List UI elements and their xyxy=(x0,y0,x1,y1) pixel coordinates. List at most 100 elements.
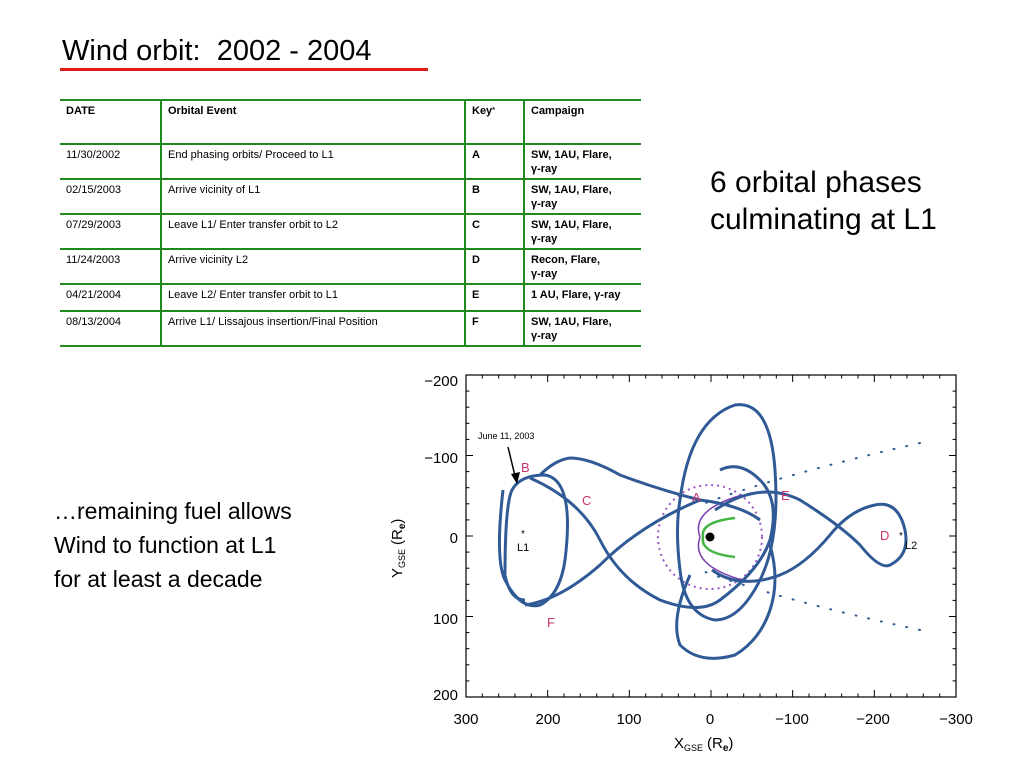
fuel-text-line2: Wind to function at L1 xyxy=(54,532,277,558)
y-tick-label: −100 xyxy=(424,450,458,467)
x-axis-label: XGSE (Re) xyxy=(674,735,733,754)
return-f xyxy=(524,498,701,607)
y-axis-label: YGSE (Re) xyxy=(389,519,408,578)
table-header-row: DATE Orbital Event Key* Campaign xyxy=(60,99,641,145)
row-key: B xyxy=(464,178,524,215)
table-row: 02/15/2003 Arrive vicinity of L1 B SW, 1… xyxy=(60,178,641,215)
header-key-superscript: * xyxy=(492,107,495,114)
row-campaign-line1: SW, 1AU, Flare, xyxy=(531,184,612,196)
row-event: Leave L2/ Enter transfer orbit to L1 xyxy=(160,283,465,312)
row-campaign-line1: SW, 1AU, Flare, xyxy=(531,149,612,161)
label-c: C xyxy=(582,493,591,508)
x-tick-label: −100 xyxy=(775,711,809,728)
lunar-orbit-circle xyxy=(657,484,763,590)
row-date: 11/24/2003 xyxy=(60,248,161,285)
row-campaign: SW, 1AU, Flare, γ-ray xyxy=(523,213,641,250)
table-row: 07/29/2003 Leave L1/ Enter transfer orbi… xyxy=(60,213,641,250)
y-axis-label-unit: (R xyxy=(389,529,406,545)
row-campaign: SW, 1AU, Flare, γ-ray xyxy=(523,178,641,215)
header-key-label: Key xyxy=(472,105,493,117)
label-e: E xyxy=(781,488,790,503)
label-a: A xyxy=(692,490,701,505)
phase-labels: B C A E D F xyxy=(521,460,889,630)
x-axis-label-unit: (R xyxy=(707,735,723,752)
table-row: 08/13/2004 Arrive L1/ Lissajous insertio… xyxy=(60,310,641,347)
row-campaign-line2: γ-ray xyxy=(531,163,558,175)
row-campaign: 1 AU, Flare, γ-ray xyxy=(523,283,641,312)
row-key: F xyxy=(464,310,524,347)
row-date: 02/15/2003 xyxy=(60,178,161,215)
row-key: D xyxy=(464,248,524,285)
fuel-text: …remaining fuel allows Wind to function a… xyxy=(54,494,292,596)
x-tick-label: −200 xyxy=(856,711,890,728)
wind-orbit-plot: June 11, 2003 B C A E D F * L1 * L2 −200… xyxy=(389,373,973,754)
y-axis-label-main: Y xyxy=(389,568,406,578)
row-event: Leave L1/ Enter transfer orbit to L2 xyxy=(160,213,465,250)
row-event: Arrive vicinity L2 xyxy=(160,248,465,285)
row-campaign-line1: 1 AU, Flare, γ-ray xyxy=(531,289,621,301)
table-row: 11/30/2002 End phasing orbits/ Proceed t… xyxy=(60,143,641,180)
annotation-date: June 11, 2003 xyxy=(478,431,534,441)
row-date: 11/30/2002 xyxy=(60,143,161,180)
label-b: B xyxy=(521,460,530,475)
orbital-events-table: DATE Orbital Event Key* Campaign 11/30/2… xyxy=(60,99,641,347)
bow-boundary xyxy=(697,494,743,581)
label-f: F xyxy=(547,615,555,630)
y-tick-label: −200 xyxy=(424,373,458,390)
y-tick-label: 100 xyxy=(433,611,458,628)
row-campaign: Recon, Flare, γ-ray xyxy=(523,248,641,285)
row-event: Arrive L1/ Lissajous insertion/Final Pos… xyxy=(160,310,465,347)
x-tick-label: 300 xyxy=(453,711,478,728)
title-underline xyxy=(60,68,428,71)
l1-marker: * xyxy=(521,529,525,540)
x-axis-label-close: ) xyxy=(728,735,733,752)
l2-marker: * xyxy=(899,531,903,542)
row-date: 08/13/2004 xyxy=(60,310,161,347)
y-axis-label-close: ) xyxy=(389,519,406,524)
transfer-loop-1 xyxy=(529,465,775,609)
table-row: 11/24/2003 Arrive vicinity L2 D Recon, F… xyxy=(60,248,641,285)
phases-text: 6 orbital phases culminating at L1 xyxy=(710,164,937,238)
x-tick-label: 100 xyxy=(616,711,641,728)
y-axis-label-unit-sub: e xyxy=(397,523,408,529)
row-date: 04/21/2004 xyxy=(60,283,161,312)
bow-shock-upper xyxy=(699,442,921,506)
x-tick-label: −300 xyxy=(939,711,973,728)
row-campaign-line1: SW, 1AU, Flare, xyxy=(531,316,612,328)
row-campaign-line1: Recon, Flare, xyxy=(531,254,601,266)
slide-title: Wind orbit: 2002 - 2004 xyxy=(62,35,372,67)
row-key: A xyxy=(464,143,524,180)
wind-trajectory xyxy=(497,403,908,660)
l1-label: L1 xyxy=(517,542,529,554)
table-row: 04/21/2004 Leave L2/ Enter transfer orbi… xyxy=(60,283,641,312)
row-event: Arrive vicinity of L1 xyxy=(160,178,465,215)
x-axis-label-main: X xyxy=(674,735,684,752)
row-campaign: SW, 1AU, Flare, γ-ray xyxy=(523,143,641,180)
row-date: 07/29/2003 xyxy=(60,213,161,250)
row-event: End phasing orbits/ Proceed to L1 xyxy=(160,143,465,180)
header-campaign: Campaign xyxy=(523,99,641,145)
header-key: Key* xyxy=(464,99,524,145)
row-campaign-line2: γ-ray xyxy=(531,233,558,245)
l2-figure-eight xyxy=(711,490,908,583)
header-date: DATE xyxy=(60,99,161,145)
row-campaign-line2: γ-ray xyxy=(531,330,558,342)
label-d: D xyxy=(880,528,889,543)
y-tick-labels: −200 −100 0 100 200 xyxy=(424,373,458,704)
row-campaign-line2: γ-ray xyxy=(531,198,558,210)
annotation-arrowhead xyxy=(511,472,520,484)
x-tick-label: 0 xyxy=(706,711,714,728)
row-campaign: SW, 1AU, Flare, γ-ray xyxy=(523,310,641,347)
header-event: Orbital Event xyxy=(160,99,465,145)
x-tick-label: 200 xyxy=(535,711,560,728)
fuel-text-line3: for at least a decade xyxy=(54,566,263,592)
phases-text-line1: 6 orbital phases xyxy=(710,166,922,199)
magnetopause xyxy=(701,516,736,559)
y-tick-label: 0 xyxy=(450,530,458,547)
y-tick-label: 200 xyxy=(433,687,458,704)
row-campaign-line1: SW, 1AU, Flare, xyxy=(531,219,612,231)
x-tick-labels: 300 200 100 0 −100 −200 −300 xyxy=(453,711,972,728)
x-axis-label-sub: GSE xyxy=(684,743,703,753)
x-axis-label-unit-sub: e xyxy=(723,743,729,754)
fuel-text-line1: …remaining fuel allows xyxy=(54,498,292,524)
